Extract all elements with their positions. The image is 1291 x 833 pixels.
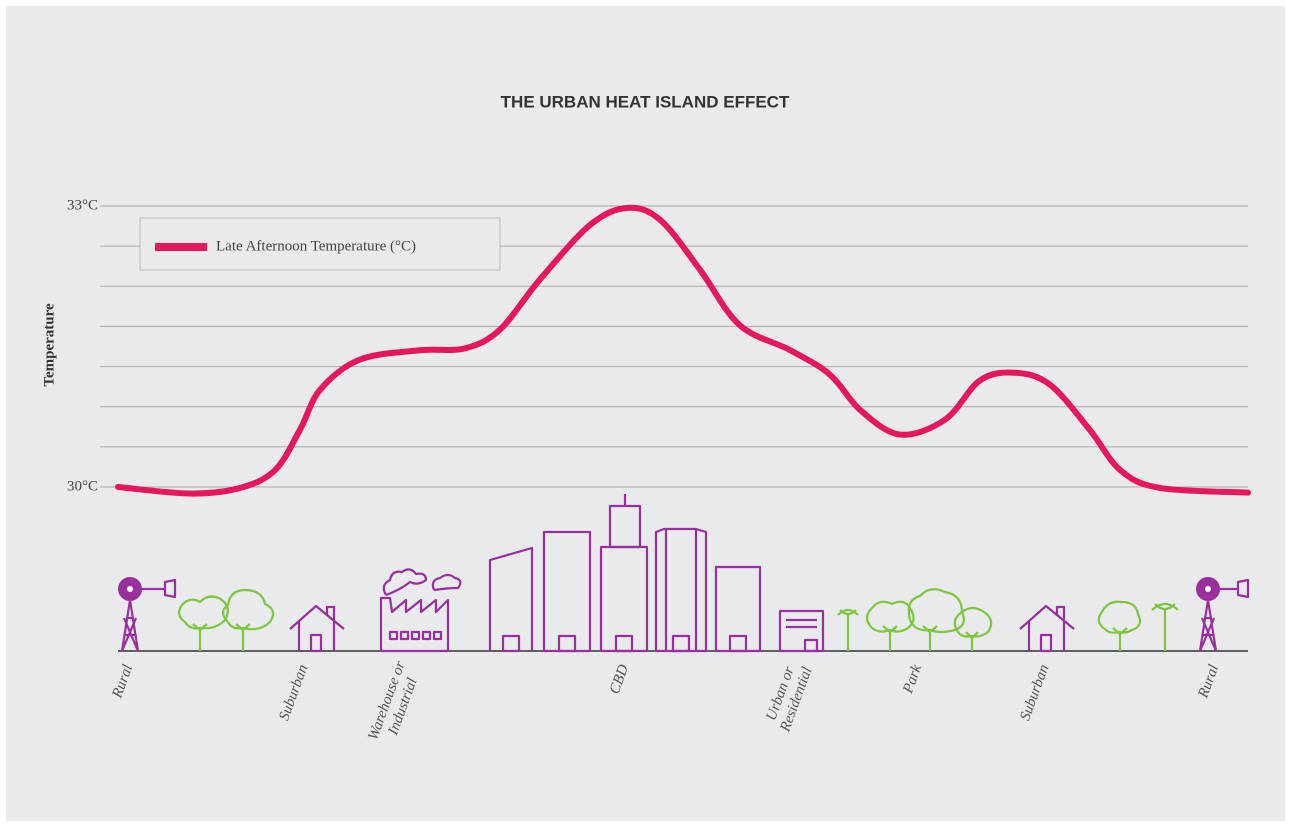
y-tick-label: 33°C xyxy=(67,197,98,213)
infographic: THE URBAN HEAT ISLAND EFFECT Temperature… xyxy=(6,6,1285,821)
y-tick-label: 30°C xyxy=(67,478,98,494)
illustrations xyxy=(118,494,1250,653)
legend-label: Late Afternoon Temperature (°C) xyxy=(216,238,416,254)
legend-swatch xyxy=(155,243,207,251)
chart-title: THE URBAN HEAT ISLAND EFFECT xyxy=(501,92,790,111)
y-axis-label: Temperature xyxy=(41,303,57,387)
chart: THE URBAN HEAT ISLAND EFFECT Temperature… xyxy=(41,92,1251,653)
temperature-line xyxy=(115,204,1251,497)
